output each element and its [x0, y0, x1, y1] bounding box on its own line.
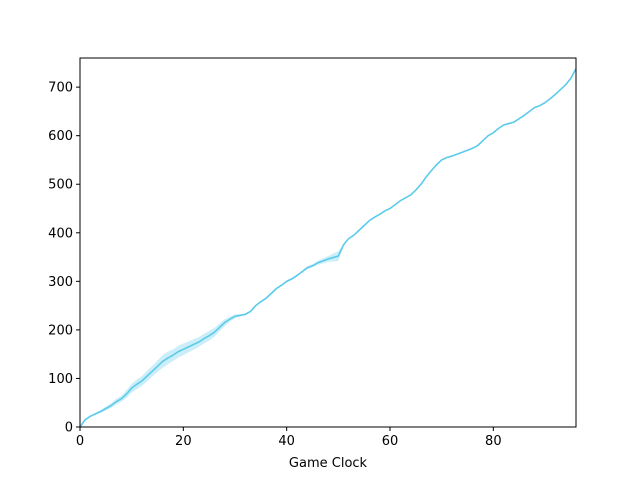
- y-tick-label: 700: [48, 81, 73, 96]
- x-tick-label: 80: [485, 434, 502, 449]
- y-tick-label: 500: [48, 178, 73, 193]
- x-tick-label: 40: [278, 434, 295, 449]
- x-tick-label: 0: [76, 434, 84, 449]
- x-axis-ticks: 0 20 40 60 80: [76, 427, 502, 449]
- y-tick-label: 0: [65, 421, 73, 436]
- x-axis-title: Game Clock: [289, 456, 368, 471]
- y-tick-label: 400: [48, 226, 73, 241]
- confidence-band: [80, 68, 576, 427]
- y-tick-label: 600: [48, 129, 73, 144]
- axes-frame: [79, 57, 577, 428]
- series-line: [79, 68, 577, 428]
- x-tick-label: 60: [382, 434, 399, 449]
- x-tick-label: 20: [175, 434, 192, 449]
- y-axis-ticks: 0 100 200 300 400 500 600 700: [48, 81, 80, 436]
- y-tick-label: 100: [48, 372, 73, 387]
- y-tick-label: 200: [48, 323, 73, 338]
- y-tick-label: 300: [48, 275, 73, 290]
- plot-area: [79, 68, 577, 428]
